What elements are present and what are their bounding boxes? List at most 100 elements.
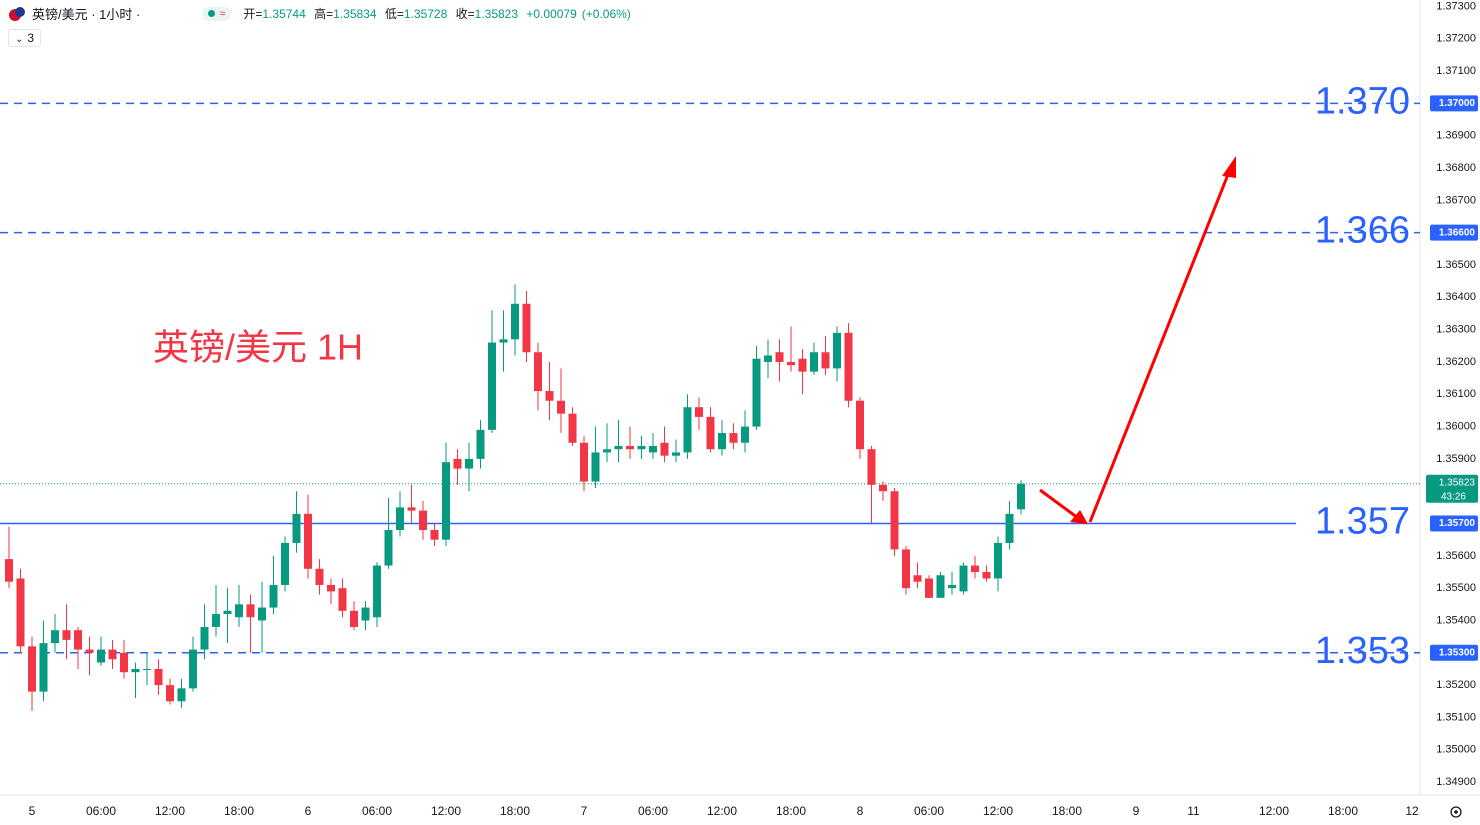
- x-tick-label: 9: [1133, 804, 1140, 818]
- x-tick-label: 06:00: [638, 804, 668, 818]
- countdown: 43:26: [1441, 491, 1466, 502]
- gear[interactable]: [1450, 806, 1462, 818]
- candle-body: [787, 361, 795, 366]
- level-label: 1.370: [1315, 80, 1410, 122]
- y-tick-label: 1.35600: [1436, 550, 1476, 562]
- candle-body: [959, 565, 968, 592]
- legend-header: 英镑/美元 · 1小时 · ≈ 开=1.35744 高=1.35834 低=1.…: [8, 4, 636, 23]
- candle-body: [695, 407, 703, 417]
- x-tick-label: 7: [581, 804, 588, 818]
- candle-body: [269, 584, 278, 608]
- y-tick-label: 1.35200: [1436, 679, 1476, 691]
- candle-body: [465, 458, 473, 469]
- x-tick-label: 12:00: [983, 804, 1013, 818]
- candle-body: [511, 303, 519, 340]
- y-tick-label: 1.34900: [1436, 776, 1476, 788]
- candle-body: [971, 565, 979, 573]
- indicator-toggle[interactable]: ⌄ 3: [8, 29, 42, 47]
- symbol-flag: [9, 6, 25, 21]
- open-label: 开=: [243, 7, 263, 21]
- arrow-up: [1088, 171, 1231, 523]
- settings-icon[interactable]: [1450, 806, 1462, 818]
- x-tick-label: 11: [1187, 804, 1200, 818]
- candle-body: [994, 542, 1002, 579]
- low-label: 低=: [384, 7, 404, 21]
- candle-body: [867, 449, 876, 485]
- candle-body: [430, 530, 439, 540]
- candle-body: [177, 688, 186, 702]
- y-tick-label: 1.36300: [1436, 324, 1476, 336]
- candle-body: [798, 358, 807, 372]
- candle-body: [189, 649, 197, 689]
- x-tick-label: 5: [29, 804, 36, 818]
- x-tick-label: 12:00: [1259, 804, 1289, 818]
- high-label: 高=: [314, 7, 334, 21]
- candle-body: [821, 352, 830, 369]
- candle-body: [16, 578, 25, 647]
- candle-body: [361, 607, 370, 621]
- candle-body: [407, 507, 416, 511]
- x-tick-label: 06:00: [362, 804, 392, 818]
- arrow-down: [1039, 488, 1079, 520]
- candle-body: [120, 652, 128, 673]
- candle-body: [591, 452, 600, 482]
- indicator-count: 3: [27, 31, 35, 45]
- x-tick-label: 8: [857, 804, 864, 818]
- y-tick-label: 1.35000: [1436, 744, 1476, 756]
- symbol[interactable]: 英镑/美元 · 1小时 ·: [32, 7, 141, 22]
- candle-body: [649, 445, 657, 453]
- candle-body: [856, 400, 864, 450]
- level-axis-label: 1.36600: [1439, 227, 1476, 238]
- candle-body: [5, 559, 13, 582]
- open-value: 1.35744: [262, 7, 306, 21]
- y-tick-label: 1.36200: [1436, 356, 1476, 368]
- candle-body: [890, 491, 899, 550]
- candle-body: [741, 426, 749, 443]
- y-tick-label: 1.35400: [1436, 614, 1476, 626]
- level-label: 1.366: [1315, 210, 1410, 252]
- candle-body: [729, 433, 738, 443]
- level-axis-box: [1430, 95, 1478, 112]
- candle-body: [373, 565, 381, 618]
- candle-body: [62, 630, 71, 640]
- level-label: 1.357: [1315, 501, 1410, 543]
- candle-body: [752, 358, 761, 427]
- candle-body: [879, 484, 887, 492]
- arrowhead: [1222, 156, 1236, 178]
- level-axis-box: [1430, 515, 1478, 532]
- candle-body: [143, 668, 151, 670]
- candle-body: [637, 445, 646, 450]
- candle-body: [925, 578, 933, 598]
- axes: 1.34900 1.35000 1.35100 1.35200 1.35300 1.354…: [29, 0, 1478, 818]
- candle-body: [85, 649, 94, 653]
- candle-body: [775, 352, 784, 362]
- status-pill[interactable]: ≈: [202, 6, 232, 21]
- y-tick-label: 1.36400: [1436, 291, 1476, 303]
- candle-body: [166, 685, 174, 702]
- candle-body: [327, 584, 335, 592]
- candle-body: [476, 429, 485, 459]
- y-tick-label: 1.35500: [1436, 582, 1476, 594]
- x-tick-label: 06:00: [86, 804, 116, 818]
- candle-body: [258, 607, 266, 621]
- candle-body: [833, 332, 841, 369]
- y-tick-label: 1.36500: [1436, 259, 1476, 271]
- candle-body: [246, 604, 255, 618]
- x-tick-label: 18:00: [1328, 804, 1358, 818]
- y-tick-label: 1.35100: [1436, 711, 1476, 723]
- candle-body: [108, 649, 117, 660]
- candle-body: [488, 342, 496, 430]
- y-tick-label: 1.37200: [1436, 33, 1476, 45]
- candle-body: [453, 458, 462, 469]
- candle-body: [281, 542, 289, 585]
- candle-body: [672, 452, 680, 456]
- y-tick-label: 1.36100: [1436, 388, 1476, 400]
- candle-body: [304, 513, 312, 569]
- candle-body: [338, 588, 347, 611]
- x-tick-label: 18:00: [1052, 804, 1082, 818]
- level-axis-label: 1.37000: [1439, 98, 1476, 109]
- candle-body: [580, 442, 588, 482]
